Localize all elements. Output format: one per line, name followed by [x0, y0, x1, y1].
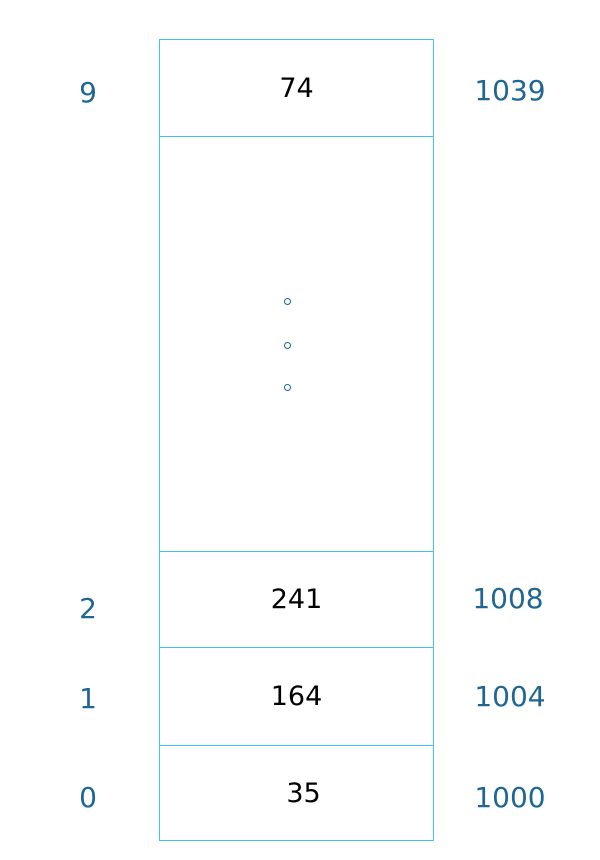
memory-cell-9: 74: [159, 39, 434, 137]
cell-value: 241: [270, 584, 323, 615]
memory-cell-2: 241: [159, 551, 434, 648]
address-label: 1008: [472, 582, 544, 615]
index-label: 0: [79, 781, 97, 814]
memory-cell-gap: [159, 136, 434, 552]
cell-value: 35: [286, 777, 321, 809]
cell-value: 74: [279, 72, 314, 104]
index-label: 2: [79, 592, 97, 625]
index-label: 1: [79, 682, 97, 715]
cell-value: 164: [270, 681, 323, 712]
address-label: 1004: [474, 680, 546, 713]
memory-cell-0: 35: [159, 745, 434, 841]
memory-cell-1: 164: [159, 647, 434, 746]
address-label: 1000: [474, 781, 546, 814]
address-label: 1039: [474, 74, 546, 107]
index-label: 9: [79, 76, 97, 109]
